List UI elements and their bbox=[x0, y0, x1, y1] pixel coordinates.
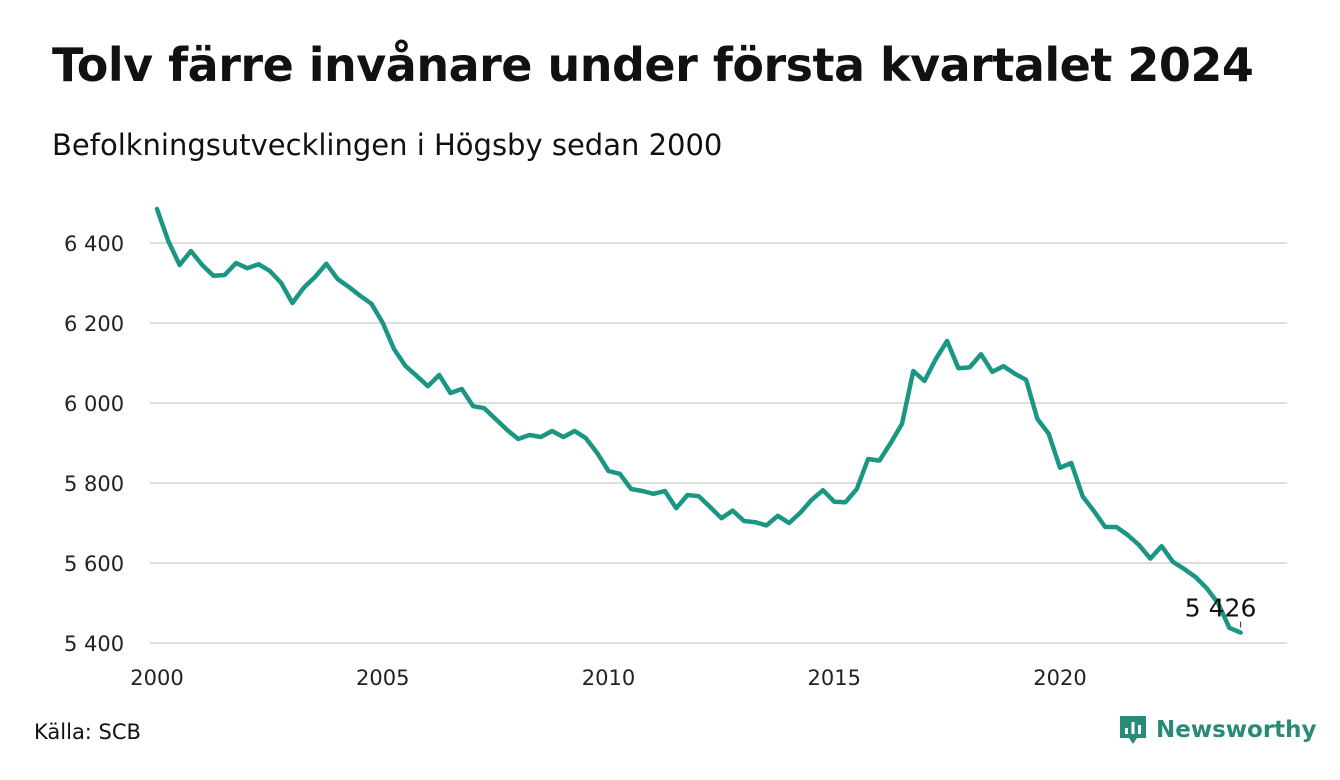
newsworthy-logo-icon bbox=[1120, 716, 1146, 744]
y-tick-label: 5 800 bbox=[64, 472, 124, 496]
chart-subtitle: Befolkningsutvecklingen i Högsby sedan 2… bbox=[52, 128, 723, 162]
y-tick-label: 6 000 bbox=[64, 392, 124, 416]
gridlines bbox=[150, 242, 1287, 644]
x-tick-label: 2010 bbox=[582, 666, 635, 690]
y-tick-label: 5 600 bbox=[64, 552, 124, 576]
x-tick-label: 2000 bbox=[130, 666, 183, 690]
annotation-layer: 5 426 bbox=[1185, 594, 1257, 628]
brand-name: Newsworthy bbox=[1156, 717, 1317, 743]
y-tick-label: 6 200 bbox=[64, 312, 124, 336]
x-tick-label: 2015 bbox=[808, 666, 861, 690]
brand-logo[interactable]: Newsworthy bbox=[1118, 714, 1317, 746]
y-tick-label: 5 400 bbox=[64, 632, 124, 656]
x-axis-ticks: 2000 2005 2010 2015 2020 bbox=[130, 666, 1086, 690]
y-tick-label: 6 400 bbox=[64, 232, 124, 256]
series-layer bbox=[154, 206, 1243, 635]
last-value-label: 5 426 bbox=[1185, 594, 1257, 623]
chart-title: Tolv färre invånare under första kvartal… bbox=[52, 38, 1254, 92]
population-series-line bbox=[154, 206, 1243, 635]
x-tick-label: 2020 bbox=[1033, 666, 1086, 690]
source-note: Källa: SCB bbox=[34, 720, 141, 744]
x-tick-label: 2005 bbox=[356, 666, 409, 690]
y-axis-ticks: 5 400 5 600 5 800 6 000 6 200 6 400 bbox=[64, 232, 124, 656]
